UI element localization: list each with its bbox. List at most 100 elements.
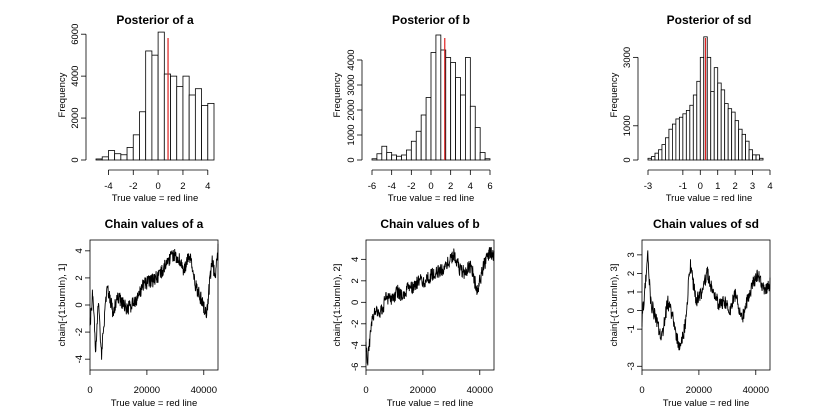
y-tick-label: -1 [626, 325, 637, 333]
panel-chain-sd: Chain values of sd True value = red line c… [609, 217, 771, 409]
histogram-bar [95, 158, 103, 161]
y-tick-label: 3000 [622, 47, 633, 68]
panel-posterior-a: Posterior of a True value = red line Frequ… [57, 13, 215, 204]
y-tick-label: 4000 [346, 49, 357, 70]
x-tick-label: -6 [368, 181, 376, 192]
panel-posterior-b: Posterior of b True value = red line Frequ… [332, 13, 493, 204]
x-tick-label: -2 [129, 181, 137, 192]
histogram-bar [126, 147, 134, 161]
histogram-bar [182, 75, 190, 161]
histogram-bar [460, 94, 466, 161]
x-tick-label: 0 [639, 385, 644, 396]
y-tick-label: 4 [350, 257, 361, 262]
histogram-bar [752, 154, 757, 161]
histogram-bar [157, 31, 165, 161]
y-tick-label: 2000 [70, 107, 81, 128]
y-tick-label: 1000 [346, 124, 357, 145]
histogram-bar [455, 77, 461, 161]
histogram-bar [759, 157, 764, 161]
histogram-bar [706, 56, 712, 161]
y-tick-label: 1000 [622, 115, 633, 136]
x-tick-label: 40000 [743, 385, 769, 396]
x-tick-label: 0 [363, 385, 368, 396]
x-tick-label: 20000 [134, 385, 160, 396]
histogram-bar [665, 137, 670, 161]
y-tick-label: -2 [74, 328, 85, 336]
y-tick-label: 2 [74, 275, 85, 280]
histogram-bar [661, 144, 666, 161]
histogram-bar [682, 113, 687, 161]
histogram-bar [163, 73, 171, 161]
histogram-bar [415, 130, 422, 161]
y-tick-label: 2 [626, 271, 637, 276]
y-axis-label: chain[-(1:burnIn), 1] [57, 264, 68, 347]
x-tick-label: 40000 [467, 385, 493, 396]
x-tick-label: -4 [387, 181, 395, 192]
histogram-bar [120, 154, 128, 161]
chart-title: Chain values of sd [653, 217, 759, 231]
x-tick-label: 40000 [191, 385, 217, 396]
histogram-bar [685, 109, 691, 161]
histogram-bar [114, 153, 122, 161]
y-tick-label: 2000 [346, 99, 357, 120]
histogram-bar [734, 120, 740, 161]
x-tick-label: 2 [448, 181, 453, 192]
histogram-bar [410, 140, 417, 161]
x-tick-label: 0 [698, 181, 703, 192]
histogram-bar [101, 156, 109, 161]
x-axis-label: True value = red line [388, 193, 475, 204]
x-axis-label: True value = red line [111, 398, 198, 409]
histogram-bar [386, 152, 393, 161]
histogram-bar [675, 118, 680, 161]
histogram-bar [710, 91, 715, 161]
x-tick-label: 4 [468, 181, 473, 192]
y-tick-label: 0 [622, 157, 633, 162]
histogram-bar [391, 154, 397, 161]
histogram-bar [420, 114, 427, 161]
histogram-bar [658, 149, 663, 161]
y-tick-label: -4 [74, 355, 85, 363]
y-tick-label: 0 [74, 302, 85, 307]
y-tick-label: 1 [626, 289, 637, 294]
histogram-bar [132, 134, 140, 161]
histogram-bar [692, 94, 698, 161]
x-tick-label: 2 [732, 181, 737, 192]
histogram-bar [474, 127, 481, 161]
chain-trace-line [641, 250, 771, 351]
panel-posterior-sd: Posterior of sd True value = red line Freq… [609, 13, 773, 204]
y-tick-label: 4 [74, 248, 85, 253]
plot-frame [89, 239, 219, 371]
histogram-bar [376, 153, 383, 161]
histogram-bar [738, 128, 743, 161]
histogram-bar [717, 82, 722, 161]
y-tick-label: 0 [70, 157, 81, 162]
histogram-bar [654, 152, 659, 161]
chart-title: Chain values of b [380, 217, 479, 231]
x-tick-label: -3 [644, 181, 652, 192]
chart-title: Posterior of a [116, 13, 194, 27]
histogram-bar [469, 105, 476, 161]
histogram-bar [188, 94, 196, 161]
x-axis-label: True value = red line [112, 193, 199, 204]
histogram-bar [108, 150, 116, 161]
histogram-bar [207, 102, 215, 161]
y-tick-label: 6000 [70, 24, 81, 45]
histogram-bar [139, 111, 147, 161]
x-axis-label: True value = red line [387, 398, 474, 409]
histogram-bar [445, 57, 452, 161]
y-axis-label: chain[-(1:burnIn), 3] [609, 264, 620, 347]
y-tick-label: 4000 [70, 66, 81, 87]
y-tick-label: 0 [626, 308, 637, 313]
panel-chain-a: Chain values of a True value = red line ch… [57, 217, 219, 409]
histogram-bar [720, 89, 726, 161]
histogram-bar [748, 149, 753, 161]
histogram-bar [731, 111, 736, 161]
histogram-bar [672, 123, 677, 161]
histogram-bar [484, 158, 491, 161]
x-tick-label: 0 [87, 385, 92, 396]
histogram-bar [479, 152, 486, 161]
histogram-bar [678, 116, 684, 161]
histogram-bar [401, 154, 407, 161]
x-tick-label: 4 [205, 181, 210, 192]
